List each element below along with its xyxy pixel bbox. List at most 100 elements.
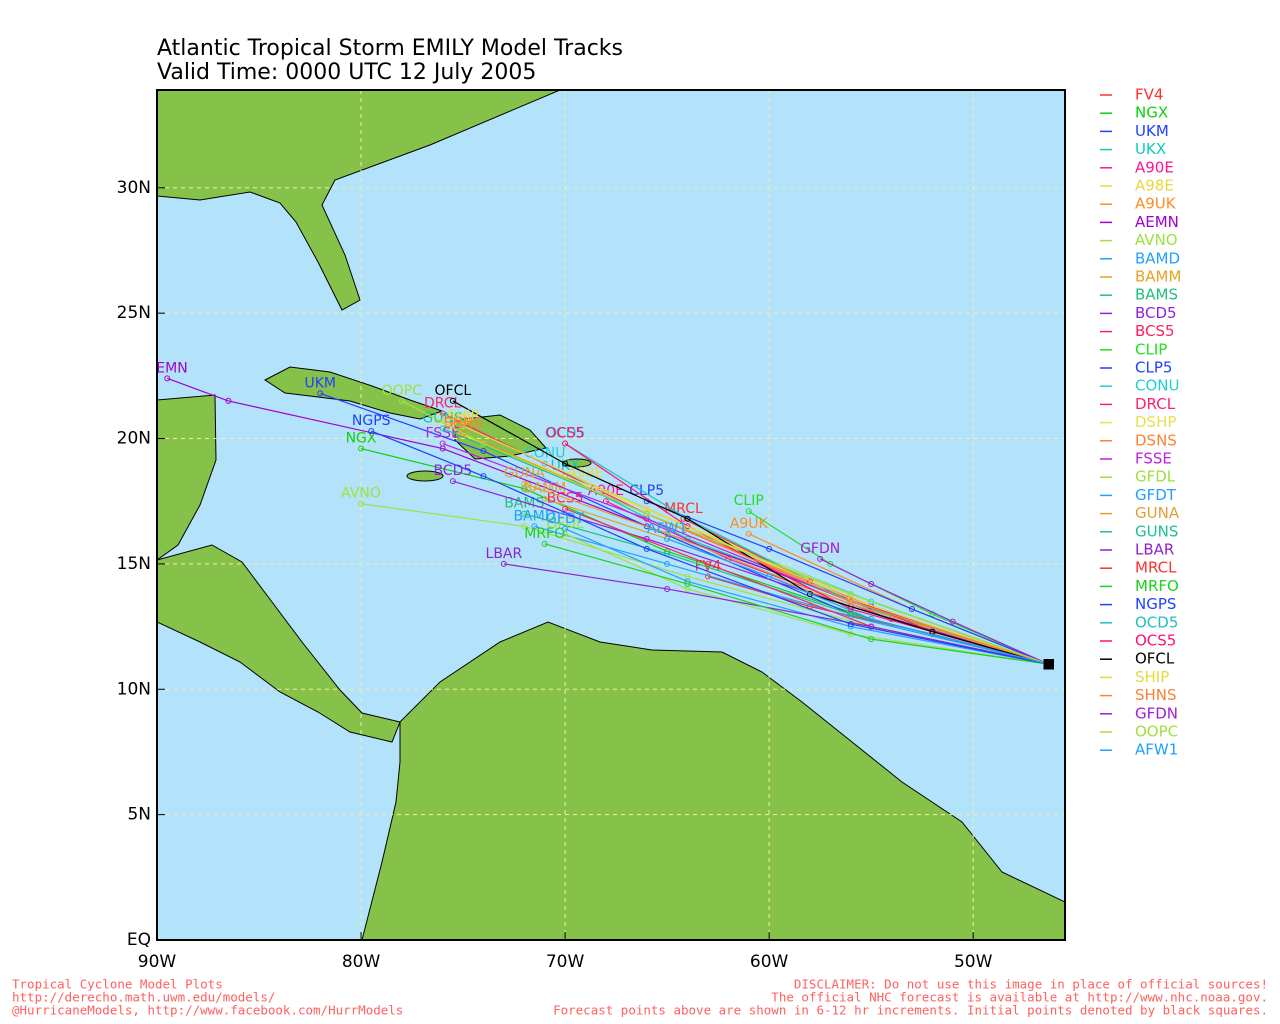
forecast-point (449, 478, 456, 485)
legend-label: OCD5 (1135, 613, 1178, 631)
forecast-point (449, 428, 456, 435)
track-label: GFDN (800, 541, 840, 557)
forecast-point (745, 530, 752, 537)
track-label: OCS5 (546, 426, 585, 442)
forecast-point (847, 598, 854, 605)
track-label: NGPS (352, 413, 391, 429)
legend-label: GUNS (1135, 522, 1178, 540)
forecast-point (684, 515, 691, 522)
forecast-point (480, 448, 487, 455)
forecast-point (439, 425, 446, 432)
footer: Tropical Cyclone Model Plotshttp://derec… (12, 977, 1268, 1018)
footer-text: @HurricaneModels, http://www.facebook.co… (12, 1003, 403, 1018)
track (564, 528, 1049, 665)
track-label: CLIP (734, 493, 764, 509)
forecast-point (664, 585, 671, 592)
track (452, 480, 1049, 665)
legend-label: GFDT (1135, 486, 1177, 504)
legend-label: OCS5 (1135, 632, 1176, 650)
track-label: OCD5 (545, 426, 585, 442)
tracks: FV4NGXUKMUKXA90EA98EA9UKAEMNAVNOBAMDBAMM… (147, 360, 1054, 670)
legend-label: GFDL (1135, 468, 1176, 486)
forecast-point (368, 428, 375, 435)
track-label: GUNS (422, 410, 463, 426)
forecast-point (541, 540, 548, 547)
forecast-point (868, 580, 875, 587)
legend-label: BAMS (1135, 286, 1178, 304)
legend-label: BCS5 (1135, 322, 1175, 340)
track-label: GFDL (546, 516, 584, 532)
initial-point (1043, 659, 1054, 670)
legend-label: SHNS (1135, 686, 1177, 704)
legend-label: A9UK (1135, 195, 1177, 213)
legend-label: MRFO (1135, 577, 1179, 595)
legend-label: DRCL (1135, 395, 1176, 413)
track-label: CLP5 (629, 483, 664, 499)
legend-label: OOPC (1135, 723, 1178, 741)
y-tick-label: 5N (127, 805, 151, 825)
legend-label: GFDN (1135, 704, 1178, 722)
forecast-point (531, 523, 538, 530)
legend-label: CLP5 (1135, 359, 1172, 377)
forecast-point (480, 440, 487, 447)
track-label: DRCL (424, 395, 462, 411)
legend-label: FV4 (1135, 86, 1163, 104)
legend-label: A90E (1135, 158, 1174, 176)
legend-label: AVNO (1135, 231, 1178, 249)
footer-text: Forecast points above are shown in 6-12 … (553, 1003, 1268, 1018)
axes: 90W 80W 70W 60W 50W EQ 5N 10N 15N 20N 25N 30N (117, 178, 993, 972)
legend-label: FSSE (1135, 450, 1172, 468)
track-label: LBAR (486, 546, 523, 562)
forecast-point (398, 397, 405, 404)
track-label: UKM (304, 375, 336, 391)
forecast-point (521, 480, 528, 487)
frame (156, 89, 1066, 941)
forecast-point (562, 505, 569, 512)
footer-text: http://derecho.math.uwm.edu/models/ (12, 990, 275, 1005)
forecast-point (164, 375, 171, 382)
track-label: GUNA (504, 466, 546, 482)
track-label: AEMN (147, 360, 188, 376)
track (401, 400, 1049, 665)
legend-label: GUNA (1135, 504, 1180, 522)
forecast-point (358, 445, 365, 452)
forecast-point (949, 618, 956, 625)
track-label: MRFO (524, 526, 565, 542)
legend-label: UKX (1135, 140, 1166, 158)
forecast-point (643, 510, 650, 517)
y-tick-label: EQ (127, 930, 151, 950)
forecast-point (847, 590, 854, 597)
forecast-point (643, 545, 650, 552)
forecast-point (766, 545, 773, 552)
land (157, 90, 1065, 940)
track-label: A90E (588, 483, 624, 499)
track-label: DSHP (434, 413, 473, 429)
forecast-point (868, 616, 875, 623)
legend-label: LBAR (1135, 541, 1174, 559)
title: Atlantic Tropical Storm EMILY Model Trac… (157, 36, 623, 61)
track (166, 377, 1049, 665)
legend-label: MRCL (1135, 559, 1177, 577)
track-label: FSSE (425, 426, 459, 442)
forecast-point (449, 397, 456, 404)
forecast-point (745, 508, 752, 515)
legend-label: SHIP (1135, 668, 1169, 686)
track (544, 543, 1049, 665)
footer-text: The official NHC forecast is available a… (771, 990, 1268, 1005)
track (819, 558, 1049, 665)
track-label: AFW1 (647, 521, 687, 537)
forecast-point (868, 623, 875, 630)
track-label: BCD5 (433, 463, 472, 479)
track-label: SHIP (447, 408, 479, 424)
legend-label: BAMM (1135, 268, 1181, 286)
track (666, 538, 1049, 665)
forecast-point (684, 580, 691, 587)
legend-label: CLIP (1135, 340, 1167, 358)
forecast-point (664, 560, 671, 567)
forecast-point (358, 500, 365, 507)
forecast-point (439, 440, 446, 447)
subtitle: Valid Time: 0000 UTC 12 July 2005 (157, 60, 536, 85)
forecast-point (480, 473, 487, 480)
forecast-point (541, 495, 548, 502)
